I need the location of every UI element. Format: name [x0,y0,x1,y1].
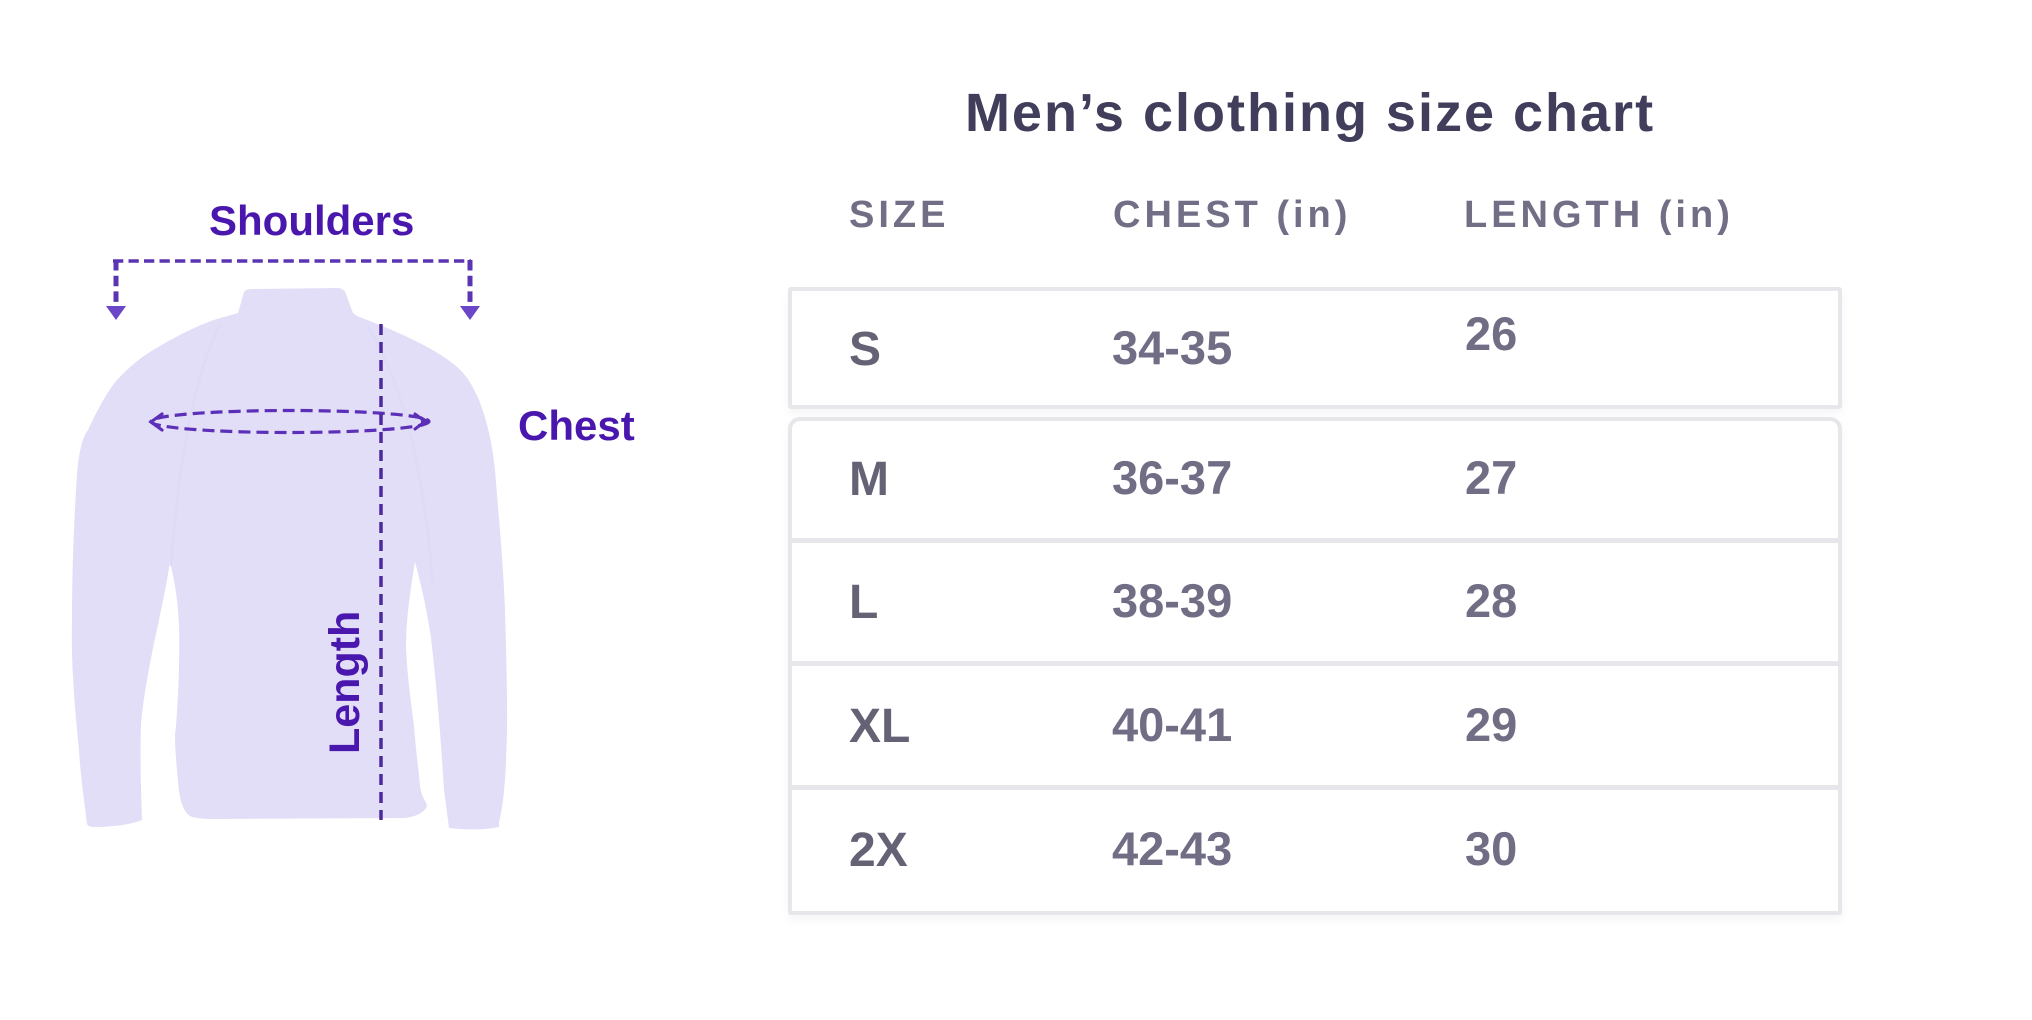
svg-text:Length: Length [321,611,369,754]
